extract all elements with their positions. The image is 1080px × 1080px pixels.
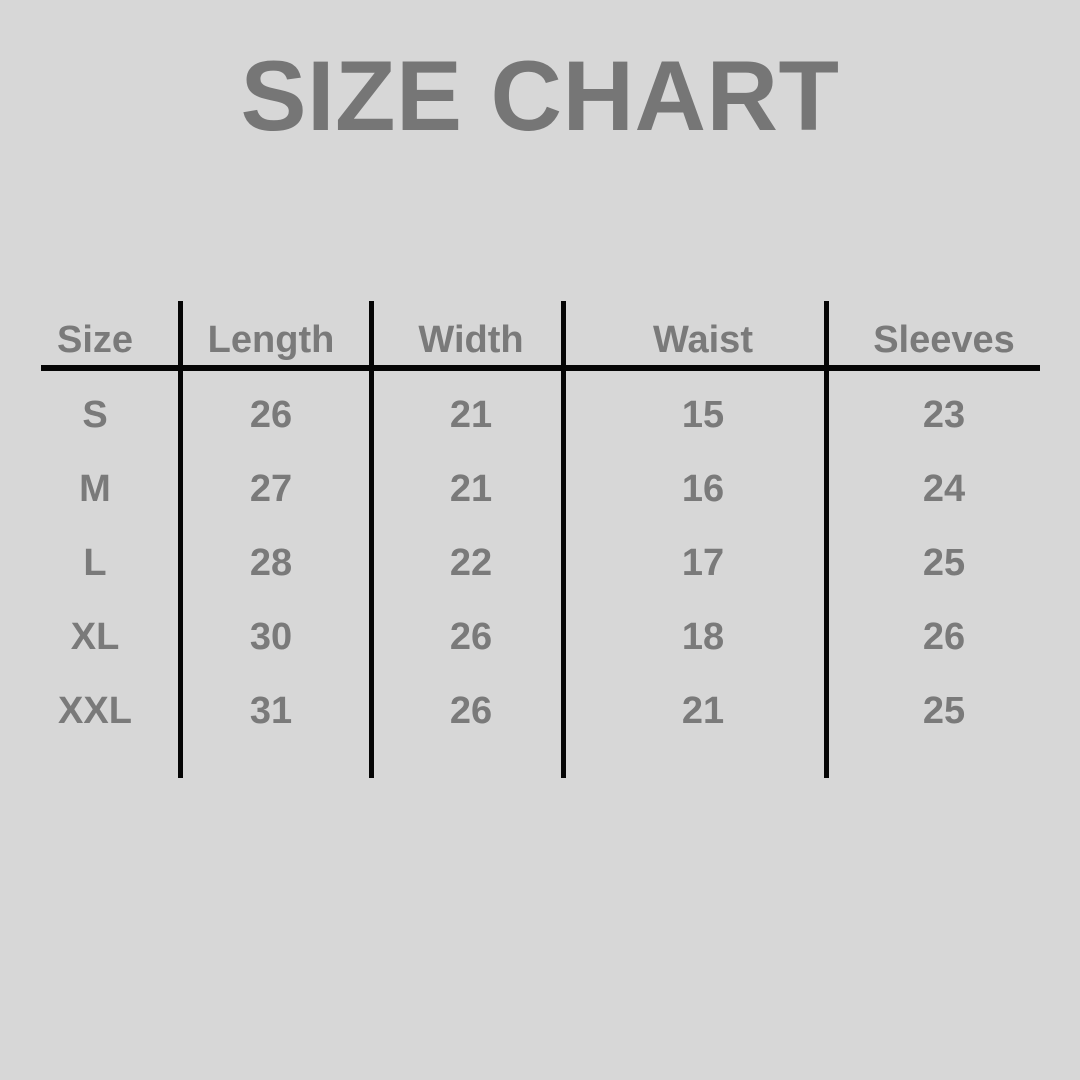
cell-length: 30: [249, 616, 293, 658]
table-row: M 27 21 16 24: [0, 464, 1080, 514]
cell-width: 21: [449, 394, 493, 436]
cell-length: 31: [249, 690, 293, 732]
column-header-waist: Waist: [653, 319, 753, 361]
cell-size: L: [83, 542, 107, 584]
cell-waist: 17: [681, 542, 725, 584]
cell-width: 26: [449, 690, 493, 732]
cell-sleeves: 24: [922, 468, 966, 510]
cell-size: XL: [70, 616, 120, 658]
table-row: XL 30 26 18 26: [0, 612, 1080, 662]
cell-sleeves: 25: [922, 690, 966, 732]
cell-length: 27: [249, 468, 293, 510]
column-header-sleeves: Sleeves: [873, 319, 1015, 361]
cell-width: 26: [449, 616, 493, 658]
column-header-size: Size: [56, 319, 134, 361]
cell-waist: 18: [681, 616, 725, 658]
cell-waist: 15: [681, 394, 725, 436]
cell-width: 22: [449, 542, 493, 584]
page-title: SIZE CHART: [240, 40, 840, 151]
cell-waist: 21: [681, 690, 725, 732]
column-divider-1: [178, 301, 183, 778]
table-row: XXL 31 26 21 25: [0, 686, 1080, 736]
column-header-length: Length: [207, 319, 335, 361]
cell-size: M: [79, 468, 111, 510]
column-divider-3: [561, 301, 566, 778]
column-divider-2: [369, 301, 374, 778]
cell-sleeves: 26: [922, 616, 966, 658]
column-divider-4: [824, 301, 829, 778]
cell-size: S: [82, 394, 108, 436]
cell-length: 26: [249, 394, 293, 436]
cell-sleeves: 23: [922, 394, 966, 436]
table-row: S 26 21 15 23: [0, 390, 1080, 440]
cell-sleeves: 25: [922, 542, 966, 584]
table-header-row: Size Length Width Waist Sleeves: [0, 314, 1080, 366]
header-divider: [41, 365, 1040, 371]
cell-width: 21: [449, 468, 493, 510]
cell-size: XXL: [58, 690, 132, 732]
cell-length: 28: [249, 542, 293, 584]
table-row: L 28 22 17 25: [0, 538, 1080, 588]
cell-waist: 16: [681, 468, 725, 510]
column-header-width: Width: [418, 319, 524, 361]
